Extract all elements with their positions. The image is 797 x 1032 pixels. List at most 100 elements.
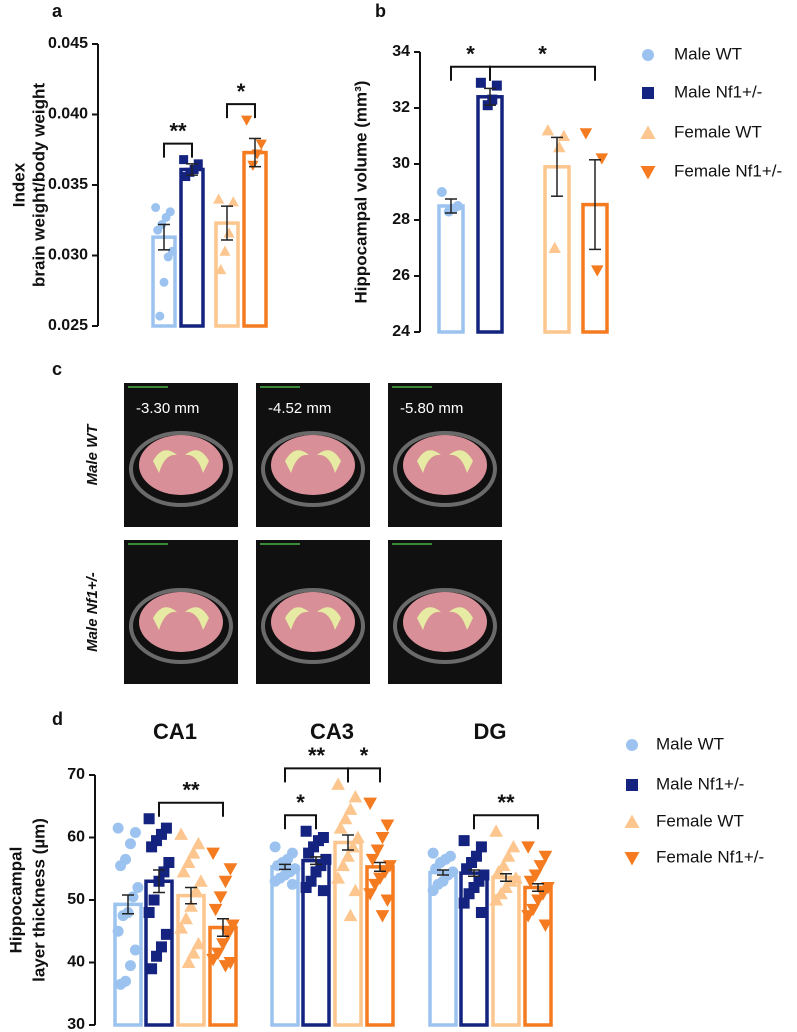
data-point [241,115,253,126]
data-point [528,869,543,882]
data-point [538,850,553,864]
data-point [538,919,553,932]
legend-label: Male WT [674,44,742,63]
data-point [466,857,478,868]
data-point [186,946,201,959]
data-point [153,225,163,235]
data-point [383,860,397,873]
data-point [179,155,189,165]
legend-marker [624,814,640,828]
significance-label: * [538,42,547,67]
data-point [541,124,555,136]
data-point [475,77,486,88]
data-point [338,811,353,825]
data-point [176,865,191,878]
data-point [375,910,390,923]
y-tick-label: 40 [67,954,85,971]
hippocampus [285,607,309,630]
data-point [373,872,387,885]
error-bar [249,137,261,168]
y-axis-label: layer thickness (µm) [29,818,48,982]
mri-image [388,540,502,684]
error-bar [437,869,449,876]
y-tick-label: 70 [67,766,85,783]
data-point [206,953,220,967]
data-point [151,835,163,847]
data-point [189,883,203,897]
bar [242,150,268,328]
data-point [475,841,487,853]
brain [271,435,355,495]
bar [270,865,300,1027]
bar [437,204,465,334]
data-point [251,149,263,160]
row-label: Male WT [84,423,101,486]
data-point [112,822,124,834]
data-point [269,841,281,853]
significance-label: ** [182,778,200,803]
y-axis-label: Hippocampal [6,847,25,954]
data-point [436,187,447,197]
data-point [458,835,470,847]
data-point [174,921,188,934]
data-point [143,813,155,825]
y-tick-label: 50 [67,891,85,908]
data-point [380,894,395,907]
data-point [174,827,188,840]
data-point [272,860,284,872]
data-point [127,891,139,903]
data-point [151,203,161,213]
mri-image [256,540,370,684]
data-point [160,822,172,834]
data-point [129,827,141,838]
hippocampus [449,607,473,630]
data-point [427,885,439,897]
brain [403,592,487,652]
data-point [163,252,173,262]
data-point [331,777,345,790]
data-point [218,875,233,889]
legend-marker [626,779,638,791]
data-point [129,944,141,956]
legend-marker [642,87,654,99]
error-bar [532,883,544,892]
data-point [223,227,235,238]
data-point [579,128,593,140]
hippocampus [417,450,441,473]
data-point [193,159,203,169]
bar [179,167,205,328]
hippocampus [185,450,209,473]
data-point [269,875,281,887]
mri-image: -3.30 mm [124,383,238,527]
mri-image: -5.80 mm [388,383,502,527]
y-tick-label: 0.045 [48,35,88,52]
skull [393,588,497,664]
data-point [531,894,545,907]
data-point [115,860,127,872]
data-point [315,860,327,872]
data-point [143,907,155,918]
data-point [305,875,317,887]
data-point [523,875,538,889]
data-point [557,129,571,141]
data-point [375,832,390,845]
data-point [333,821,348,834]
data-point [213,891,228,904]
data-point [443,206,454,217]
data-point [341,849,355,862]
data-point [491,80,502,91]
y-axis-label: brain weight/body weight [29,83,48,287]
data-point [473,875,485,887]
data-point [427,847,439,859]
error-bar [217,918,229,937]
data-point [368,878,382,892]
data-point [489,893,503,906]
category-label: CA1 [153,719,197,744]
data-point [378,866,392,879]
error-bar [221,205,233,241]
data-point [595,153,609,165]
data-point [470,850,482,862]
legend-label: Male WT [656,734,724,753]
error-bar [445,198,457,214]
data-point [521,841,535,854]
